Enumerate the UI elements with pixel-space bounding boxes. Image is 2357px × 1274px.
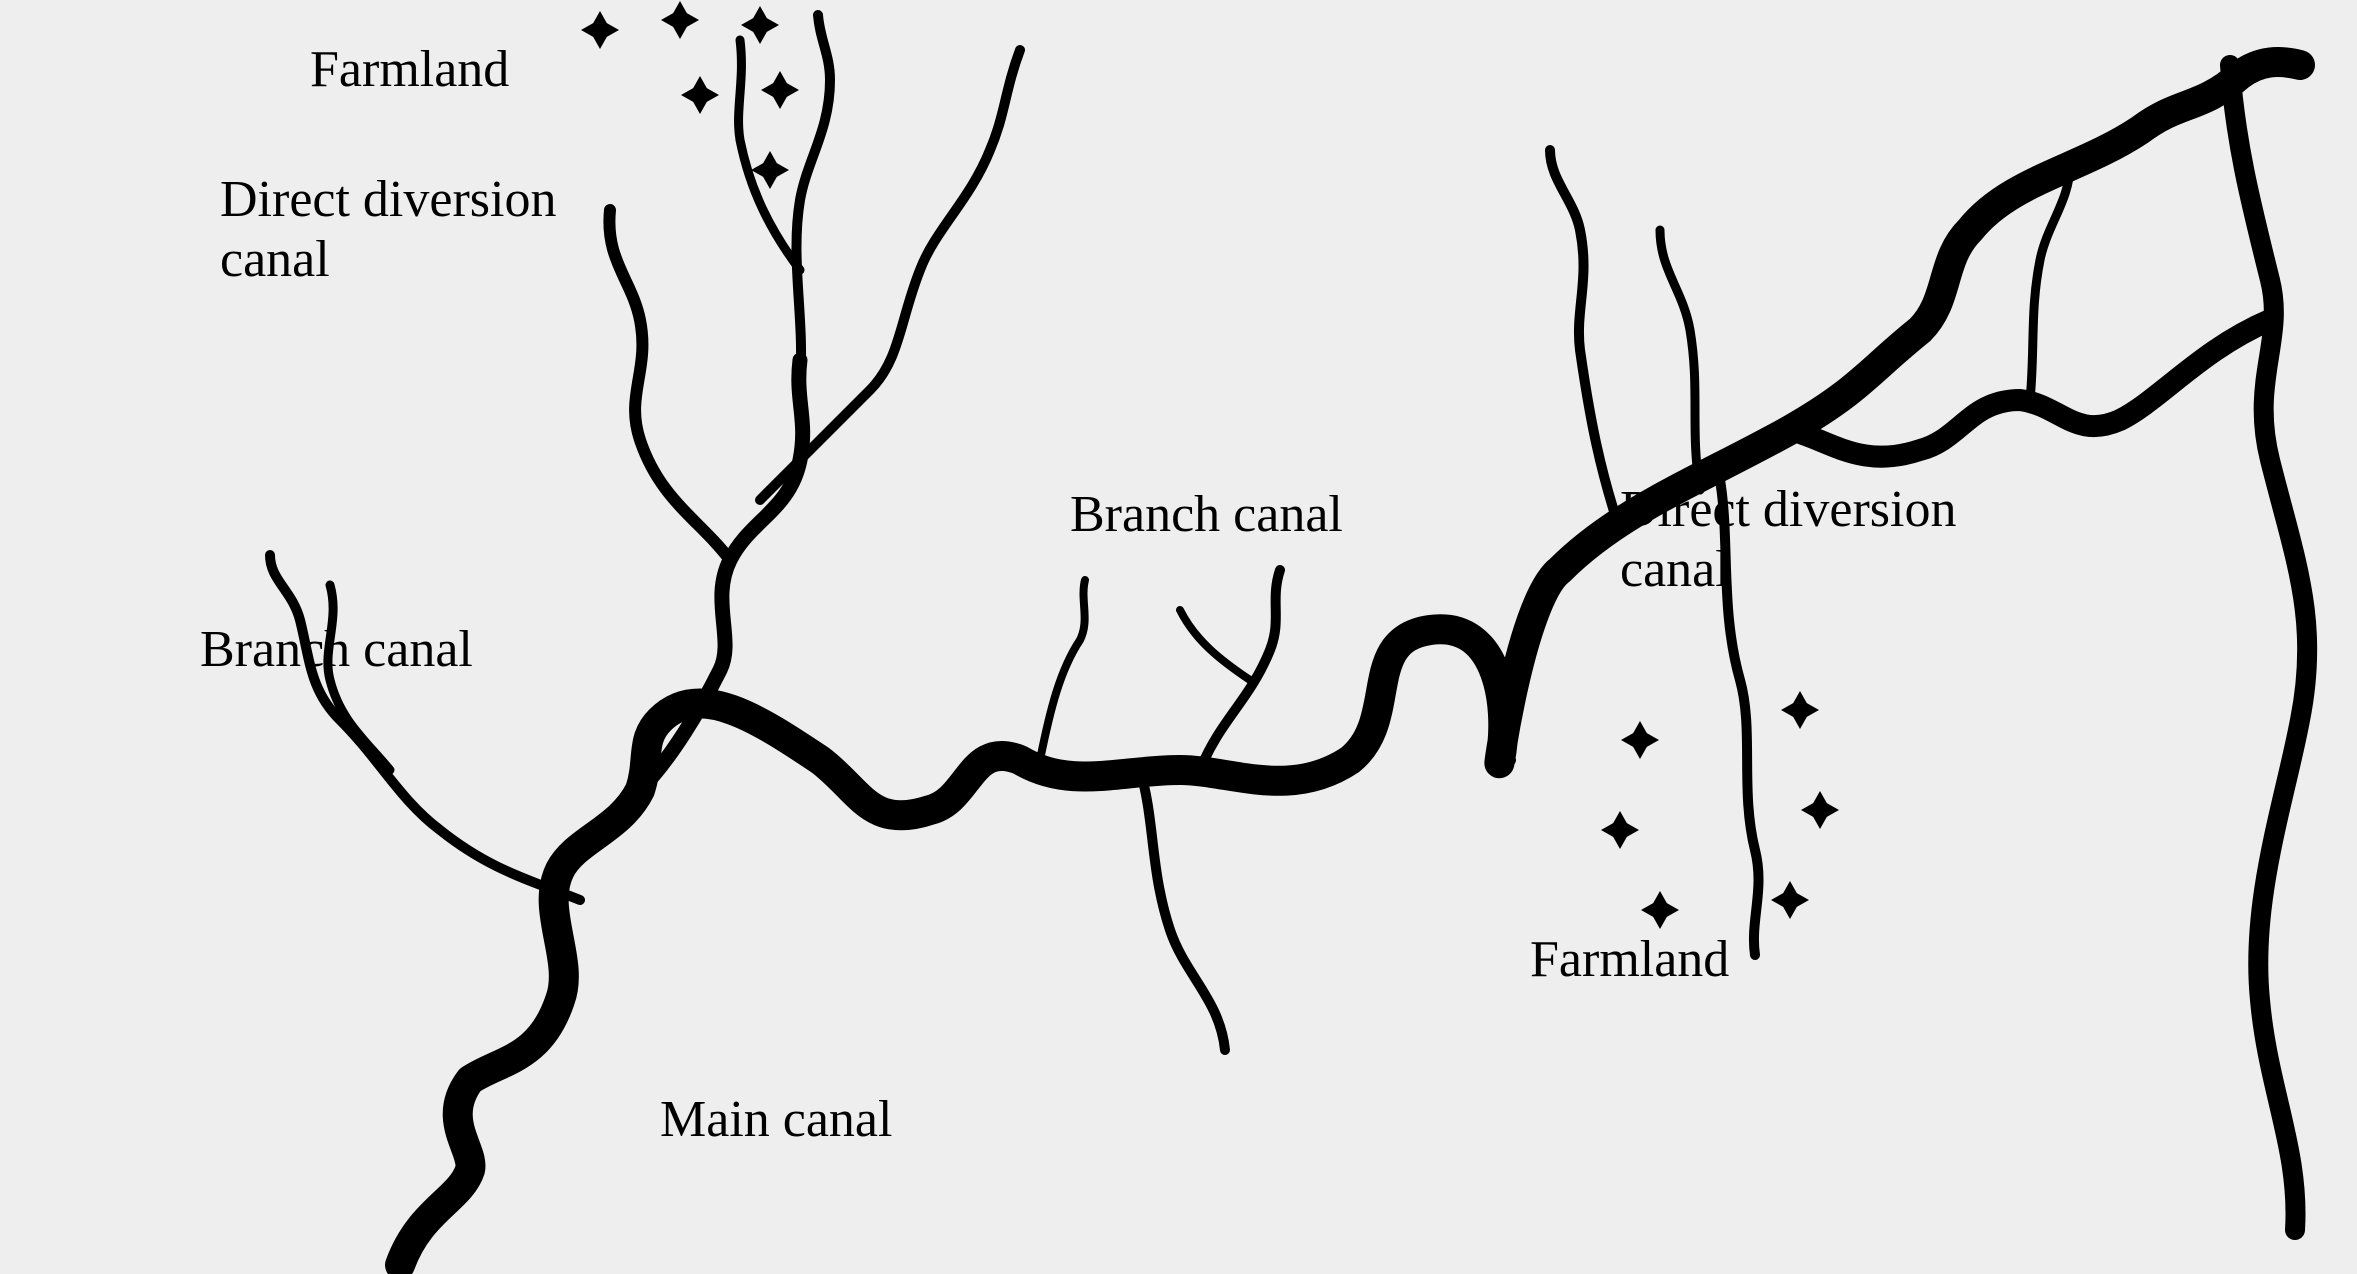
canal-path: [270, 555, 580, 900]
farmland-marker-icon: [581, 11, 619, 49]
canal-path: [1507, 700, 1513, 760]
canal-path: [1180, 610, 1250, 680]
farmland-marker-icon: [761, 71, 799, 109]
canal-path: [2230, 65, 2307, 1230]
farmland-marker-icon: [681, 76, 719, 114]
farmland-marker-icon: [1801, 791, 1839, 829]
farmland-marker-icon: [1781, 691, 1819, 729]
farmland-marker-icon: [1621, 721, 1659, 759]
farmland-marker-icon: [741, 6, 779, 44]
canal-path: [2030, 165, 2070, 400]
canal-path: [796, 15, 830, 380]
canal-path: [1040, 580, 1085, 760]
canal-path: [1550, 150, 1620, 530]
canal-path: [1140, 770, 1225, 1050]
label-branch-mid: Branch canal: [1070, 485, 1343, 545]
label-farmland-top: Farmland: [310, 40, 509, 100]
label-farmland-bottom: Farmland: [1530, 930, 1729, 990]
canal-path: [609, 210, 730, 560]
label-branch-left: Branch canal: [200, 620, 473, 680]
farmland-marker-icon: [1771, 881, 1809, 919]
farmland-marker-icon: [661, 1, 699, 39]
farmland-marker-icon: [1601, 811, 1639, 849]
farmland-marker-icon: [1641, 891, 1679, 929]
canal-path: [1660, 230, 1700, 490]
canal-path: [400, 62, 2300, 1265]
label-ddc-top: Direct diversion canal: [220, 170, 556, 290]
label-ddc-right: Direct diversion canal: [1620, 480, 1956, 600]
label-main-canal: Main canal: [660, 1090, 892, 1150]
diagram-stage: Farmland Direct diversion canal Branch c…: [0, 0, 2357, 1274]
